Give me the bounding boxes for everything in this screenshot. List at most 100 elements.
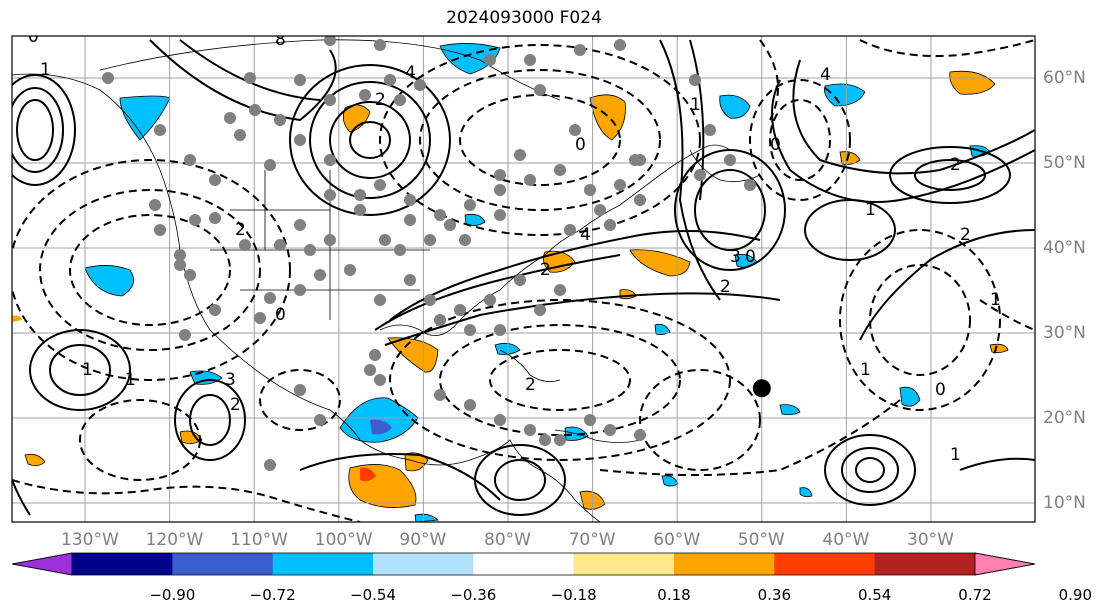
station-dot (264, 292, 276, 304)
station-dot (434, 314, 446, 326)
station-dot (209, 174, 221, 186)
colorbar-extend-low (11, 552, 73, 576)
contour-label: 2 (375, 90, 386, 110)
contour-label: 8 (275, 30, 286, 50)
station-dot (179, 329, 191, 341)
station-dot (574, 44, 586, 56)
station-dot (239, 239, 251, 251)
colorbar-tick: −0.72 (249, 586, 296, 604)
lon-label: 40°W (822, 530, 870, 550)
lat-label: 40°N (1043, 238, 1086, 258)
station-dot (494, 169, 506, 181)
contour-label: 2 (950, 155, 961, 175)
station-dot (614, 179, 626, 191)
station-dot (629, 154, 641, 166)
colorbar-extend-high (974, 552, 1036, 576)
colorbar-swatch (72, 553, 173, 575)
map-title: 2024093000 F024 (446, 8, 602, 28)
station-dot (294, 74, 306, 86)
station-dot (404, 274, 416, 286)
station-dot (369, 349, 381, 361)
station-dot (294, 284, 306, 296)
station-dot (444, 219, 456, 231)
station-dot (554, 284, 566, 296)
station-dot (359, 89, 371, 101)
lon-label: 60°W (653, 530, 701, 550)
colorbar-tick: 0.36 (757, 586, 792, 604)
lon-label: 70°W (568, 530, 616, 550)
colorbar-swatch (373, 553, 474, 575)
colorbar-tick: 0.90 (1058, 586, 1093, 604)
station-dot (102, 72, 114, 84)
contour-label: 2 (235, 220, 246, 240)
station-dot (564, 224, 576, 236)
station-dot (249, 104, 261, 116)
station-dot (524, 54, 536, 66)
station-dot (584, 184, 596, 196)
station-dot (414, 79, 426, 91)
colorbar-swatch (674, 553, 775, 575)
station-dot (184, 269, 196, 281)
station-dot (689, 74, 701, 86)
station-dot (209, 212, 221, 224)
contour-label: 4 (820, 65, 831, 85)
station-dot (294, 219, 306, 231)
station-dot (174, 249, 186, 261)
colorbar-tick: 0.72 (958, 586, 992, 604)
colorbar-swatch (172, 553, 274, 575)
station-dot (534, 304, 546, 316)
colorbar-tick: −0.18 (550, 586, 597, 604)
colorbar-swatch (573, 553, 675, 575)
station-dots (102, 36, 756, 471)
station-dot (569, 124, 581, 136)
contour-label: 1 (990, 290, 1001, 310)
lat-label: 60°N (1043, 68, 1086, 88)
station-dot (324, 189, 336, 201)
lon-label: 110°W (230, 530, 288, 550)
lat-label: 10°N (1043, 493, 1086, 513)
station-dot (394, 94, 406, 106)
colorbar-swatch (874, 553, 976, 575)
contour-label: 2 (960, 225, 971, 245)
station-dot (724, 154, 736, 166)
station-dot (184, 154, 196, 166)
station-dot (209, 304, 221, 316)
station-dot (344, 264, 356, 276)
station-dot (494, 324, 506, 336)
station-dot (454, 304, 466, 316)
station-dot (494, 414, 506, 426)
station-dot (614, 39, 626, 51)
station-dot (379, 234, 391, 246)
station-dot (539, 434, 551, 446)
station-dot (294, 384, 306, 396)
lat-label: 20°N (1043, 408, 1086, 428)
station-dot (524, 174, 536, 186)
station-dot (254, 312, 266, 324)
colorbar-outline (11, 552, 1036, 576)
lon-label: 130°W (61, 530, 119, 550)
colorbar-tick: 0.54 (857, 586, 892, 604)
solid-contours (12, 39, 1035, 516)
lon-label: 100°W (314, 530, 373, 550)
station-dot (174, 259, 186, 271)
contour-label: 2 (230, 395, 241, 415)
contour-label: 1 (950, 445, 961, 465)
station-dot (554, 434, 566, 446)
lat-label: 50°N (1043, 153, 1086, 173)
station-dot (494, 184, 506, 196)
station-dot (189, 214, 201, 226)
contour-label: 1 (82, 360, 93, 380)
contour-label: 2 (540, 260, 551, 280)
contour-label: 0 (575, 135, 586, 155)
contour-label: 0 (275, 305, 286, 325)
contour-label: 1 (690, 95, 701, 115)
lon-label: 30°W (907, 530, 954, 550)
lat-label: 30°N (1043, 323, 1086, 343)
lon-label: 90°W (399, 530, 447, 550)
station-dot (244, 72, 256, 84)
station-dot (274, 114, 286, 126)
lon-label: 120°W (145, 530, 204, 550)
station-dot (494, 209, 506, 221)
station-dot (484, 54, 496, 66)
